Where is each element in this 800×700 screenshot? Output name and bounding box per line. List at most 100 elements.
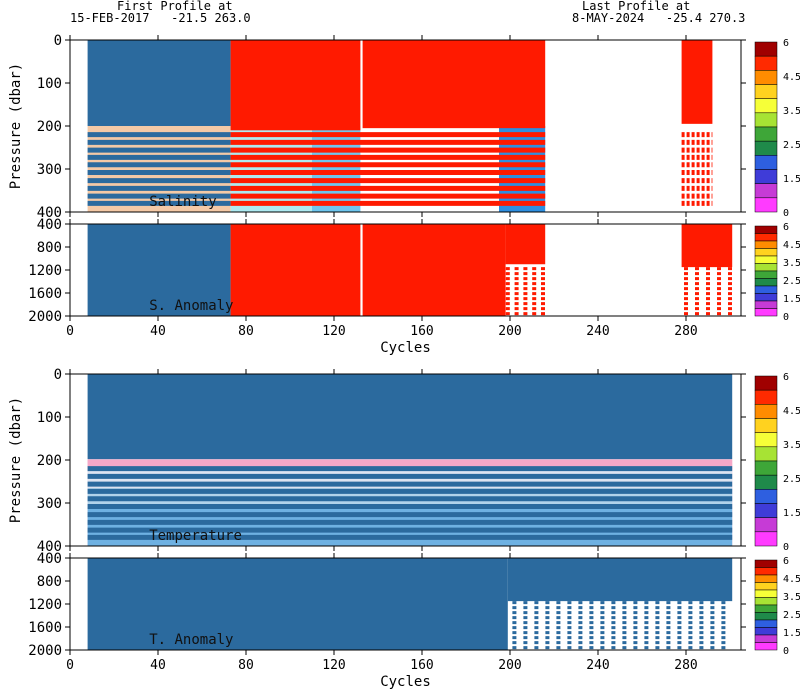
first-profile-title: First Profile at	[117, 0, 233, 13]
colorbar-segment	[754, 404, 778, 419]
y-tick-label: 400	[37, 539, 62, 555]
last-profile-value: 8-MAY-2024 -25.4 270.3	[572, 11, 746, 25]
colorbar-tick-label: 0	[783, 208, 789, 219]
panel-title: S. Anomaly	[149, 298, 233, 314]
colorbar-tick-label: 0	[783, 646, 789, 657]
y-tick-label: 800	[37, 240, 62, 256]
x-tick-label: 240	[586, 658, 609, 673]
colorbar-segment	[754, 375, 778, 391]
cycle-band	[230, 126, 312, 212]
colorbar-segment	[754, 140, 778, 156]
x-tick-label: 280	[674, 658, 697, 673]
y-tick-label: 1200	[28, 597, 62, 613]
y-tick-label: 2000	[28, 643, 62, 659]
y-axis-label: Pressure (dbar)	[8, 397, 24, 523]
x-tick-label: 160	[410, 658, 433, 673]
y-tick-label: 1600	[28, 286, 62, 302]
panel-title: T. Anomaly	[149, 632, 233, 648]
colorbar-tick-label: 6	[783, 372, 789, 383]
x-tick-label: 200	[498, 658, 521, 673]
colorbar-segment	[754, 169, 778, 184]
colorbar-segment	[754, 604, 778, 613]
colorbar-segment	[754, 233, 778, 242]
x-tick-label: 160	[410, 324, 433, 339]
colorbar-tick-label: 6	[783, 38, 789, 49]
y-tick-label: 2000	[28, 309, 62, 325]
panel-1: 0 100 200 300 400 Pressure (dbar) Salinity 6 4.5…	[8, 33, 800, 221]
colorbar-segment	[754, 460, 778, 476]
profile-block	[505, 224, 546, 265]
colorbar-segment	[754, 240, 778, 249]
colorbar-tick-label: 6	[783, 556, 789, 567]
colorbar-tick-label: 3.5	[783, 592, 800, 603]
x-tick-label: 120	[322, 658, 345, 673]
colorbar-tick-label: 1.5	[783, 508, 800, 519]
colorbar-segment	[754, 531, 778, 547]
colorbar-segment	[754, 589, 778, 598]
x-tick-label: 120	[322, 324, 345, 339]
colorbar-segment	[754, 597, 778, 606]
colorbar-segment	[754, 574, 778, 583]
colorbar-segment	[754, 517, 778, 533]
y-tick-label: 200	[37, 453, 62, 469]
colorbar-segment	[754, 225, 778, 234]
colorbar-segment	[754, 197, 778, 213]
y-tick-label: 100	[37, 410, 62, 426]
colorbar-segment	[754, 55, 778, 71]
colorbar-tick-label: 3.5	[783, 258, 800, 269]
colorbar-tick-label: 0	[783, 542, 789, 553]
profile-block	[87, 224, 231, 316]
profile-block	[681, 40, 713, 124]
colorbar-tick-label: 0	[783, 312, 789, 323]
cycle-band	[312, 126, 361, 212]
first-profile-value: 15-FEB-2017 -21.5 263.0	[70, 11, 251, 25]
colorbar-segment	[754, 41, 778, 57]
colorbar-tick-label: 1.5	[783, 628, 800, 639]
y-axis-label: Pressure (dbar)	[8, 63, 24, 189]
colorbar-segment	[754, 248, 778, 257]
y-tick-label: 800	[37, 574, 62, 590]
colorbar-segment	[754, 489, 778, 504]
colorbar-tick-label: 2.5	[783, 276, 800, 287]
x-tick-label: 200	[498, 324, 521, 339]
colorbar-tick-label: 2.5	[783, 610, 800, 621]
profile-block	[230, 40, 361, 131]
x-tick-label: 80	[238, 324, 254, 339]
last-profile-title: Last Profile at	[582, 0, 691, 13]
colorbar-tick-label: 4.5	[783, 72, 800, 83]
colorbar-segment	[754, 285, 778, 294]
colorbar-tick-label: 4.5	[783, 574, 800, 585]
profile-block	[87, 40, 231, 126]
colorbar-segment	[754, 474, 778, 490]
panel-4: 400 800 1200 1600 2000 0 40 80 120 160 200 240 280 Cy…	[28, 551, 800, 690]
x-tick-label: 80	[238, 658, 254, 673]
colorbar-segment	[754, 155, 778, 170]
profile-block	[507, 558, 733, 602]
colorbar-segment	[754, 84, 778, 99]
colorbar-segment	[754, 112, 778, 128]
colorbar-tick-label: 3.5	[783, 440, 800, 451]
panel-2: 400 800 1200 1600 2000 0 40 80 120 160 200 240 280 Cy…	[28, 217, 800, 356]
cycle-band	[362, 126, 422, 212]
y-tick-label: 1600	[28, 620, 62, 636]
cycle-band	[422, 126, 499, 212]
colorbar-tick-label: 3.5	[783, 106, 800, 117]
y-tick-label: 400	[37, 217, 62, 233]
cycle-band	[499, 126, 546, 212]
colorbar-tick-label: 4.5	[783, 406, 800, 417]
colorbar-tick-label: 4.5	[783, 240, 800, 251]
colorbar-segment	[754, 300, 778, 309]
colorbar-segment	[754, 98, 778, 114]
y-tick-label: 300	[37, 496, 62, 512]
plot-area	[87, 558, 733, 650]
colorbar-segment	[754, 559, 778, 568]
colorbar-segment	[754, 270, 778, 279]
y-tick-label: 0	[54, 367, 62, 383]
panel-title: Salinity	[149, 194, 216, 210]
x-tick-label: 280	[674, 324, 697, 339]
colorbar-segment	[754, 432, 778, 448]
colorbar-segment	[754, 503, 778, 518]
colorbar-tick-label: 2.5	[783, 140, 800, 151]
colorbar-segment	[754, 642, 778, 651]
colorbar-segment	[754, 634, 778, 643]
